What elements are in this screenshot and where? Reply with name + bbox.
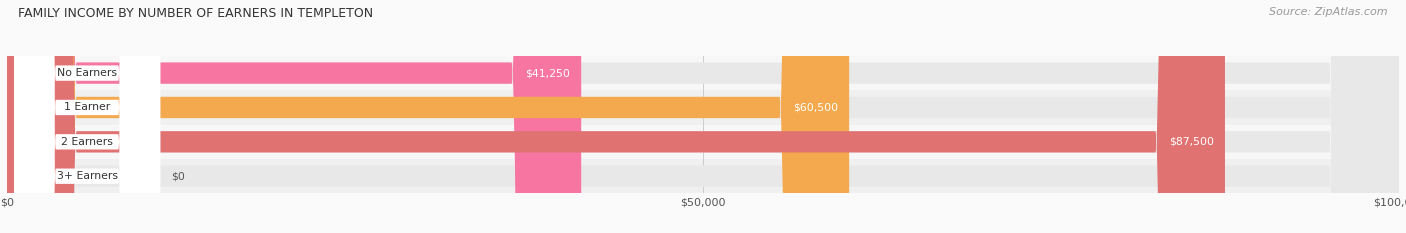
FancyBboxPatch shape	[7, 0, 1399, 233]
Text: $41,250: $41,250	[526, 68, 569, 78]
Bar	[7, 90, 1399, 125]
FancyBboxPatch shape	[14, 0, 160, 233]
FancyBboxPatch shape	[7, 0, 1399, 233]
Text: $60,500: $60,500	[793, 103, 838, 113]
Text: $87,500: $87,500	[1168, 137, 1213, 147]
FancyBboxPatch shape	[7, 0, 581, 233]
FancyBboxPatch shape	[7, 0, 1225, 233]
FancyBboxPatch shape	[14, 0, 160, 233]
Text: 2 Earners: 2 Earners	[60, 137, 112, 147]
Bar	[7, 125, 1399, 159]
Bar	[7, 159, 1399, 193]
Text: FAMILY INCOME BY NUMBER OF EARNERS IN TEMPLETON: FAMILY INCOME BY NUMBER OF EARNERS IN TE…	[18, 7, 374, 20]
FancyBboxPatch shape	[7, 0, 849, 233]
Text: 1 Earner: 1 Earner	[63, 103, 110, 113]
Text: No Earners: No Earners	[58, 68, 117, 78]
FancyBboxPatch shape	[14, 0, 160, 233]
Text: $0: $0	[172, 171, 186, 181]
Text: 3+ Earners: 3+ Earners	[56, 171, 118, 181]
FancyBboxPatch shape	[7, 0, 1399, 233]
FancyBboxPatch shape	[14, 0, 160, 233]
Text: Source: ZipAtlas.com: Source: ZipAtlas.com	[1270, 7, 1388, 17]
Bar	[7, 56, 1399, 90]
FancyBboxPatch shape	[7, 0, 1399, 233]
